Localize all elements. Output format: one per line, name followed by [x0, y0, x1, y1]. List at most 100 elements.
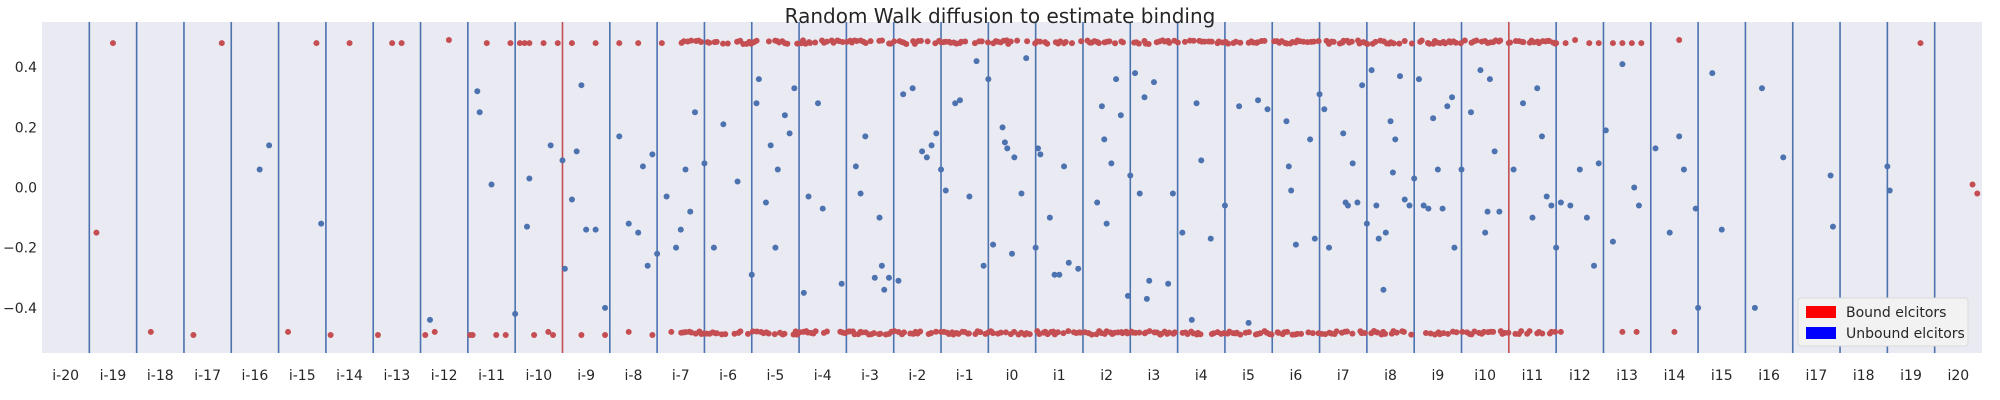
x-tick-label: i12 — [1569, 368, 1591, 384]
bound-point — [502, 331, 509, 338]
bound-point — [1208, 38, 1215, 45]
bound-point — [870, 330, 877, 337]
bound-point — [1181, 38, 1188, 45]
legend[interactable]: Bound elcitors Unbound elcitors — [1797, 297, 1969, 347]
bound-point — [1225, 40, 1232, 47]
unbound-point — [1631, 184, 1638, 191]
bound-point — [807, 39, 814, 46]
unbound-point — [1288, 187, 1295, 194]
x-tick-label: i-8 — [625, 368, 643, 384]
unbound-point — [318, 220, 325, 227]
x-tick-label: i-17 — [194, 368, 221, 384]
unbound-point — [1127, 172, 1134, 179]
bound-point — [1060, 330, 1067, 337]
bound-point — [823, 328, 830, 335]
bound-point — [445, 37, 452, 44]
unbound-point — [1061, 163, 1068, 170]
bound-point — [327, 331, 334, 338]
bound-point — [1418, 37, 1425, 44]
unbound-point — [1124, 292, 1131, 299]
unbound-point — [1113, 76, 1120, 83]
bound-point — [1361, 330, 1368, 337]
bound-point — [521, 40, 528, 47]
unbound-point — [663, 193, 670, 200]
unbound-point — [488, 181, 495, 188]
bound-point — [602, 331, 609, 338]
unbound-point — [767, 142, 774, 149]
unbound-point — [1680, 166, 1687, 173]
unbound-point — [1829, 223, 1836, 230]
bound-point — [765, 330, 772, 337]
bound-point — [1146, 328, 1153, 335]
unbound-point — [1387, 118, 1394, 125]
unbound-point — [1595, 160, 1602, 167]
unbound-point — [1046, 214, 1053, 221]
unbound-point — [1609, 238, 1616, 245]
unbound-point — [1132, 70, 1139, 77]
bound-point — [1452, 39, 1459, 46]
unbound-point — [938, 166, 945, 173]
x-tick-label: i16 — [1758, 368, 1780, 384]
bound-point — [1473, 37, 1480, 44]
unbound-point — [748, 271, 755, 278]
unbound-point — [602, 304, 609, 311]
unbound-point — [1397, 73, 1403, 80]
unbound-point — [639, 163, 646, 170]
unbound-point — [1780, 154, 1787, 161]
bound-point — [698, 38, 705, 45]
bound-point — [545, 328, 552, 335]
unbound-point — [1051, 271, 1058, 278]
unbound-point — [1359, 82, 1366, 89]
bound-point — [218, 40, 225, 47]
unbound-point — [1444, 103, 1451, 110]
bound-point — [984, 39, 991, 46]
bound-point — [1552, 40, 1559, 47]
bound-point — [1007, 38, 1014, 45]
unbound-point — [1344, 202, 1351, 209]
x-tick-label: i6 — [1290, 368, 1303, 384]
bound-point — [745, 330, 752, 337]
unbound-point — [1451, 244, 1458, 251]
unbound-point — [852, 163, 859, 170]
bound-point — [713, 330, 720, 337]
legend-bound-swatch — [1806, 306, 1836, 318]
unbound-point — [1382, 229, 1389, 236]
unbound-point — [762, 199, 769, 206]
unbound-point — [980, 262, 987, 269]
bound-point — [867, 38, 874, 45]
unbound-point — [985, 76, 992, 83]
bound-point — [649, 331, 656, 338]
x-tick-label: i19 — [1900, 368, 1922, 384]
bound-point — [1372, 38, 1379, 45]
bound-point — [346, 40, 353, 47]
unbound-point — [568, 196, 575, 203]
x-tick-label: i13 — [1616, 368, 1638, 384]
bound-point — [1619, 328, 1626, 335]
bound-point — [190, 331, 197, 338]
unbound-point — [753, 100, 760, 107]
bound-point — [550, 331, 557, 338]
bound-point — [1562, 40, 1569, 47]
unbound-point — [805, 193, 812, 200]
x-tick-label: i-3 — [861, 368, 879, 384]
unbound-point — [1411, 175, 1418, 182]
unbound-point — [909, 85, 916, 92]
bound-point — [1037, 38, 1044, 45]
y-tick-label: 0.4 — [15, 60, 37, 76]
unbound-point — [1340, 130, 1347, 137]
bound-point — [1315, 38, 1322, 45]
y-tick-label: −0.4 — [3, 301, 37, 317]
bound-point — [668, 328, 675, 335]
bound-point — [879, 37, 886, 44]
unbound-point — [1373, 202, 1380, 209]
x-tick-label: i-20 — [52, 368, 79, 384]
bound-point — [1112, 40, 1119, 47]
x-tick-label: i-7 — [672, 368, 690, 384]
unbound-point — [1401, 196, 1408, 203]
unbound-point — [1117, 112, 1124, 119]
unbound-point — [1591, 262, 1597, 269]
bound-point — [1106, 38, 1113, 45]
bound-point — [1174, 39, 1181, 46]
bound-point — [977, 329, 984, 336]
unbound-point — [1392, 136, 1399, 143]
